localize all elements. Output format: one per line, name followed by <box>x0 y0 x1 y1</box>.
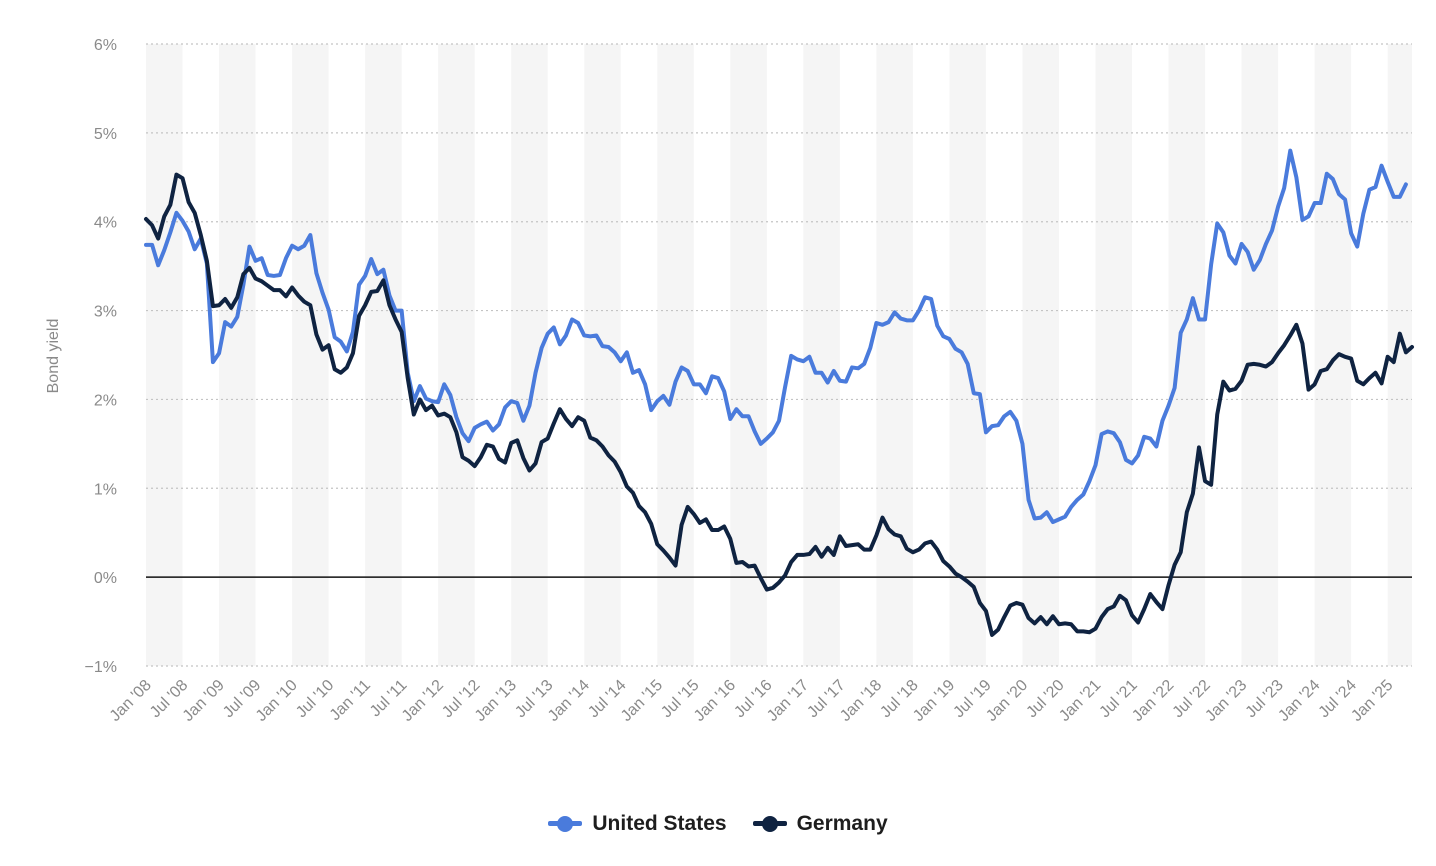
x-tick-label: Jan '22 <box>1129 677 1177 725</box>
x-tick-label: Jan '12 <box>399 677 447 725</box>
alternating-background-bands <box>146 44 1412 666</box>
x-tick-label: Jan '09 <box>180 677 228 725</box>
x-tick-label: Jan '17 <box>764 677 812 725</box>
x-tick-label: Jan '20 <box>983 677 1031 725</box>
y-tick-label: −1% <box>85 659 117 676</box>
y-tick-label: 4% <box>94 215 117 232</box>
legend-label-germany: Germany <box>796 812 888 835</box>
background-band <box>949 44 986 666</box>
background-band <box>365 44 402 666</box>
gridlines <box>146 43 1412 667</box>
legend-symbol-germany <box>752 816 787 832</box>
y-axis-ticks: −1% 0% 1% 2% 3% 4% 5% 6% <box>85 37 117 676</box>
background-band <box>730 44 767 666</box>
legend-symbol-united-states <box>548 816 583 832</box>
x-tick-label: Jan '11 <box>327 677 374 724</box>
background-band <box>1387 44 1412 666</box>
legend-dot-germany <box>761 816 778 832</box>
legend-item-united-states[interactable]: United States <box>548 812 727 836</box>
x-tick-label: Jan '25 <box>1348 677 1396 725</box>
y-tick-label: 1% <box>94 481 117 498</box>
background-band <box>876 44 913 666</box>
legend-label-united-states: United States <box>592 812 727 835</box>
series-lines <box>144 148 1414 637</box>
y-tick-label: 0% <box>94 570 117 587</box>
background-band <box>146 44 183 666</box>
background-band <box>292 44 329 666</box>
x-tick-label: Jan '18 <box>837 677 885 725</box>
background-band <box>1022 44 1059 666</box>
x-tick-label: Jan '13 <box>472 677 520 725</box>
series-line-germany <box>144 172 1414 637</box>
background-band <box>511 44 548 666</box>
legend: United States Germany <box>0 812 1436 836</box>
background-band <box>1241 44 1279 666</box>
x-tick-label: Jan '24 <box>1275 677 1323 725</box>
y-tick-label: 6% <box>94 37 117 54</box>
y-tick-label: 3% <box>94 304 117 321</box>
legend-dot-united-states <box>557 816 574 832</box>
x-tick-label: Jan '21 <box>1056 677 1104 725</box>
x-tick-label: Jan '08 <box>107 677 155 725</box>
x-tick-label: Jan '10 <box>253 677 301 725</box>
x-tick-label: Jan '14 <box>545 677 593 725</box>
y-axis-title: Bond yield <box>45 319 62 394</box>
x-tick-label: Jan '23 <box>1202 677 1250 725</box>
x-tick-label: Jan '19 <box>910 677 958 725</box>
legend-item-germany[interactable]: Germany <box>752 812 888 836</box>
background-band <box>657 44 694 666</box>
x-tick-label: Jan '15 <box>618 677 666 725</box>
background-band <box>438 44 475 666</box>
background-band <box>219 44 256 666</box>
y-tick-label: 2% <box>94 392 117 409</box>
x-tick-label: Jan '16 <box>691 677 739 725</box>
y-tick-label: 5% <box>94 126 117 143</box>
series-line-united-states <box>144 148 1408 525</box>
background-band <box>1095 44 1133 666</box>
